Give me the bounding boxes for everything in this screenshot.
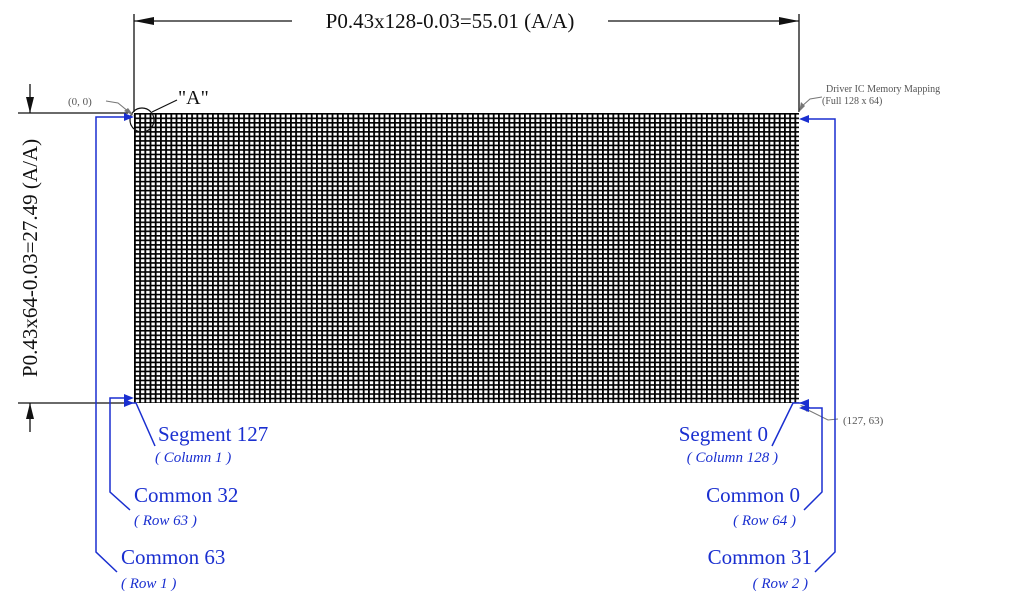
common-0-label: Common 0 [706, 483, 800, 507]
row-64-label: ( Row 64 ) [733, 513, 796, 529]
mapping-line-1: Driver IC Memory Mapping [826, 84, 940, 95]
left-leaders [95, 113, 156, 573]
leader-segment-127 [128, 402, 156, 447]
common-63-label: Common 63 [121, 545, 225, 569]
corner-a-detail: "A" [129, 87, 209, 133]
segment-0-label: Segment 0 [679, 422, 768, 446]
leader-common-0 [803, 407, 823, 511]
leader-common-32 [109, 397, 131, 511]
row-2-label: ( Row 2 ) [753, 576, 808, 592]
row-1-label: ( Row 1 ) [121, 576, 176, 592]
width-dimension: P0.43x128-0.03=55.01 (A/A) [133, 9, 800, 112]
corner-a-label: "A" [178, 87, 209, 109]
height-dimension: P0.43x64-0.03=27.49 (A/A) [18, 84, 128, 432]
right-labels: Segment 0 ( Column 128 ) Common 0 ( Row … [679, 422, 812, 592]
segment-127-label: Segment 127 [158, 422, 268, 446]
common-31-label: Common 31 [708, 545, 812, 569]
common-32-label: Common 32 [134, 483, 238, 507]
row-63-label: ( Row 63 ) [134, 513, 197, 529]
column-128-label: ( Column 128 ) [687, 450, 778, 466]
mapping-line-2: (Full 128 x 64) [822, 96, 882, 107]
origin-marker: (0, 0) [68, 96, 134, 116]
memory-mapping-note: Driver IC Memory Mapping (Full 128 x 64) [799, 84, 940, 112]
column-1-label: ( Column 1 ) [155, 450, 231, 466]
corner-a-circle [129, 107, 155, 133]
mapping-arrowhead [799, 102, 805, 112]
leader-common-31 [806, 118, 836, 573]
pixel-matrix [134, 113, 799, 403]
origin-coord-label: (0, 0) [68, 96, 92, 108]
leader-common-63 [95, 116, 128, 573]
left-labels: Segment 127 ( Column 1 ) Common 32 ( Row… [121, 422, 268, 592]
right-leaders [771, 115, 836, 573]
height-dimension-label: P0.43x64-0.03=27.49 (A/A) [18, 139, 42, 377]
width-dimension-label: P0.43x128-0.03=55.01 (A/A) [326, 9, 575, 33]
leader-segment-0 [771, 402, 806, 447]
end-coord-label: (127, 63) [843, 415, 884, 427]
origin-arrowhead [124, 108, 134, 116]
